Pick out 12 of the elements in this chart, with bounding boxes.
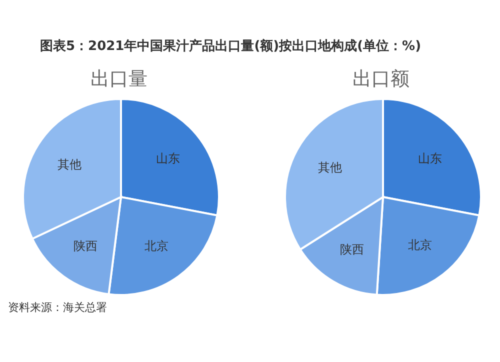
slice-label: 陕西 bbox=[340, 242, 364, 256]
slice-label: 北京 bbox=[408, 238, 432, 252]
slice-label: 山东 bbox=[156, 151, 180, 166]
slice-label: 山东 bbox=[418, 151, 442, 166]
slice-label: 其他 bbox=[318, 160, 342, 175]
chart-title: 图表5：2021年中国果汁产品出口量(额)按出口地构成(单位：%) bbox=[40, 38, 422, 55]
slice-label: 其他 bbox=[58, 157, 82, 172]
slice-label: 北京 bbox=[144, 239, 169, 254]
slice-label: 陕西 bbox=[73, 239, 98, 254]
text: 资料来源：海关总署 bbox=[8, 300, 107, 315]
chart-subtitle: 出口额 bbox=[352, 68, 410, 92]
chart-subtitle: 出口量 bbox=[90, 68, 148, 92]
